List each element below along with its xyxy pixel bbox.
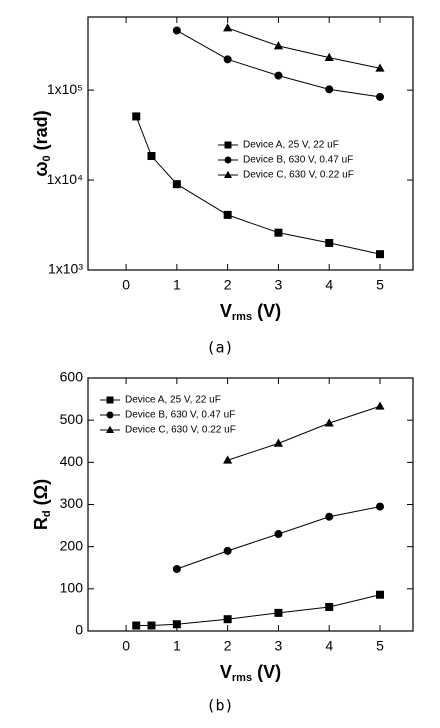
marker [223,23,233,32]
marker [273,438,284,447]
x-axis-label: Vrms (V) [220,662,281,684]
marker [324,52,334,61]
marker [274,608,283,617]
y-tick-label: 1x10³ [48,261,83,277]
y-tick-label: 400 [60,453,84,469]
series-line [176,30,381,98]
marker [147,152,156,161]
x-tick-label: 2 [224,277,232,293]
marker [105,425,115,433]
marker [132,621,141,630]
x-tick-label: 0 [122,277,130,293]
y-tick-label: 0 [75,622,83,638]
marker [375,92,384,101]
marker [172,180,181,189]
marker [172,620,181,629]
y-tick-label: 1x10⁵ [47,81,83,97]
x-label-main: V [220,662,232,682]
marker [223,455,233,464]
x-label-sub: rms [232,672,252,684]
x-label-unit: (V) [252,662,281,682]
y-label-main: R [31,517,51,530]
x-tick-label: 1 [173,638,181,654]
series-line [135,116,381,255]
marker [375,502,384,511]
marker [273,41,284,50]
marker [325,238,334,247]
y-label-sub: 0 [41,155,53,161]
caption: (a) [206,339,233,357]
marker [106,396,114,404]
marker [375,590,384,599]
x-label-sub: rms [232,311,252,323]
series-line [227,27,381,69]
x-label-unit: (V) [252,301,281,321]
y-tick-label: 200 [60,537,84,553]
x-tick-label: 1 [173,277,181,293]
y-tick-label: 500 [60,411,84,427]
legend-label: Device B, 630 V, 0.47 uF [125,410,235,421]
marker [325,602,334,611]
x-tick-label: 5 [376,277,384,293]
marker [132,112,141,121]
series-line [227,405,381,461]
legend-label: Device B, 630 V, 0.47 uF [243,155,353,166]
marker [325,512,334,521]
y-tick-label: 100 [60,580,84,596]
x-tick-label: 4 [325,277,333,293]
series-line [136,594,381,627]
marker [324,418,334,427]
x-tick-label: 0 [122,638,130,654]
legend-label: Device A, 25 V, 22 uF [243,140,339,151]
marker [375,401,385,410]
y-label-sub: d [41,510,53,517]
marker [172,565,181,574]
legend-label: Device A, 25 V, 22 uF [125,395,221,406]
x-label-main: V [220,301,232,321]
marker [223,546,232,555]
x-tick-label: 3 [275,638,283,654]
x-axis-label: Vrms (V) [220,301,281,323]
y-label-unit: (rad) [31,110,51,155]
marker [224,141,232,149]
x-tick-label: 3 [275,277,283,293]
marker [274,228,283,237]
marker [375,63,385,72]
legend-label: Device C, 630 V, 0.22 uF [243,170,354,181]
y-axis-label: ω0 (rad) [31,110,53,176]
marker [223,55,232,64]
y-tick-label: 1x10⁴ [47,171,83,187]
marker [172,26,181,35]
marker [224,156,232,164]
y-tick-label: 300 [60,495,84,511]
caption: (b) [206,697,233,715]
marker [325,85,334,94]
plot-frame [87,16,414,271]
legend-label: Device C, 630 V, 0.22 uF [125,425,236,436]
y-label-main: ω [31,161,51,176]
marker [375,250,384,259]
marker [223,615,232,624]
y-label-unit: (Ω) [31,479,51,510]
x-tick-label: 5 [376,638,384,654]
marker [223,170,233,178]
marker [106,411,114,419]
y-tick-label: 600 [60,369,84,385]
marker [223,210,232,219]
marker [147,621,156,630]
x-tick-label: 2 [224,638,232,654]
y-axis-label: Rd (Ω) [31,479,53,530]
marker [274,71,283,80]
x-tick-label: 4 [325,638,333,654]
marker [274,530,283,539]
